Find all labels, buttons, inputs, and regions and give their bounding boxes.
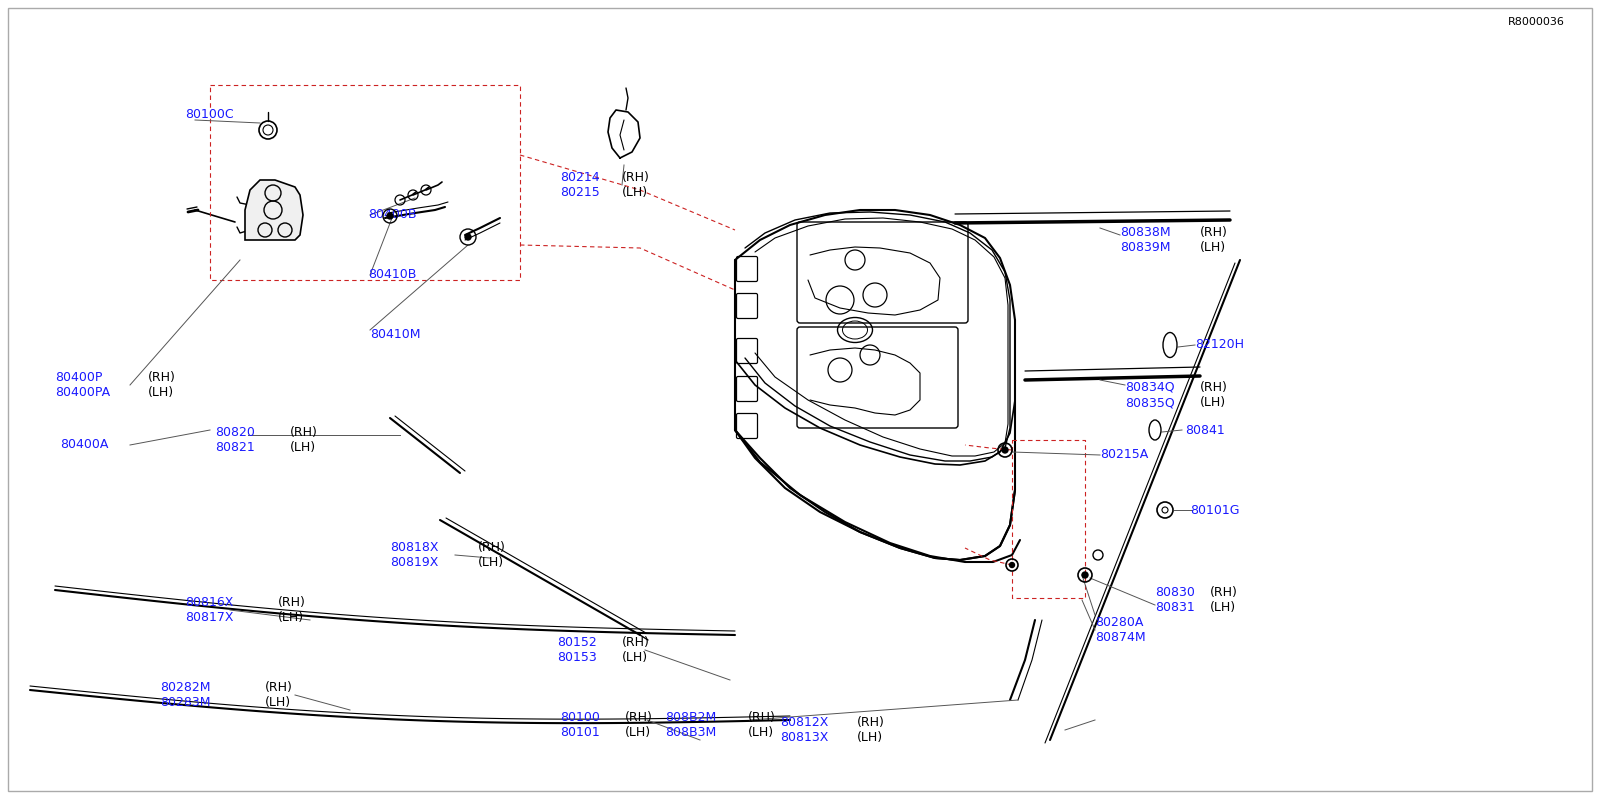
Text: 80400A: 80400A (61, 439, 109, 451)
Text: 80841: 80841 (1186, 423, 1224, 436)
Text: R8000036: R8000036 (1509, 17, 1565, 27)
Text: (RH)
(LH): (RH) (LH) (478, 541, 506, 569)
Text: 80152
80153: 80152 80153 (557, 636, 597, 664)
Text: 80215A: 80215A (1101, 448, 1149, 462)
Text: 80838M
80839M: 80838M 80839M (1120, 226, 1171, 254)
Text: 80834Q
80835Q: 80834Q 80835Q (1125, 381, 1174, 409)
Text: 80830
80831: 80830 80831 (1155, 586, 1195, 614)
Text: (RH)
(LH): (RH) (LH) (290, 426, 318, 454)
Text: 80410B: 80410B (368, 268, 416, 281)
Text: (RH)
(LH): (RH) (LH) (1210, 586, 1238, 614)
Text: (RH)
(LH): (RH) (LH) (858, 716, 885, 744)
Text: 80812X
80813X: 80812X 80813X (781, 716, 829, 744)
Text: 80820
80821: 80820 80821 (214, 426, 254, 454)
Text: (RH)
(LH): (RH) (LH) (266, 681, 293, 709)
Text: 80282M
80283M: 80282M 80283M (160, 681, 211, 709)
Text: 80101G: 80101G (1190, 503, 1240, 516)
Text: 80410M: 80410M (370, 328, 421, 341)
Circle shape (387, 213, 394, 219)
Text: (RH)
(LH): (RH) (LH) (749, 711, 776, 739)
Polygon shape (245, 180, 302, 240)
Text: 80818X
80819X: 80818X 80819X (390, 541, 438, 569)
Text: 80280A
80874M: 80280A 80874M (1094, 616, 1146, 644)
Circle shape (466, 234, 470, 240)
Text: (RH)
(LH): (RH) (LH) (278, 596, 306, 624)
Text: 808B2M
808B3M: 808B2M 808B3M (666, 711, 717, 739)
Text: (RH)
(LH): (RH) (LH) (147, 371, 176, 399)
Circle shape (1082, 572, 1088, 578)
Text: 80400P
80400PA: 80400P 80400PA (54, 371, 110, 399)
Text: (RH)
(LH): (RH) (LH) (622, 171, 650, 199)
Text: (RH)
(LH): (RH) (LH) (1200, 381, 1227, 409)
Circle shape (1010, 562, 1014, 567)
Text: 80816X
80817X: 80816X 80817X (186, 596, 234, 624)
Text: 82120H: 82120H (1195, 339, 1245, 352)
Text: (RH)
(LH): (RH) (LH) (626, 711, 653, 739)
Text: 80100C: 80100C (186, 109, 234, 121)
Text: (RH)
(LH): (RH) (LH) (1200, 226, 1227, 254)
Text: 80214
80215: 80214 80215 (560, 171, 600, 199)
Text: 80400B: 80400B (368, 209, 416, 221)
Text: 80100
80101: 80100 80101 (560, 711, 600, 739)
Text: (RH)
(LH): (RH) (LH) (622, 636, 650, 664)
Circle shape (1002, 447, 1008, 453)
